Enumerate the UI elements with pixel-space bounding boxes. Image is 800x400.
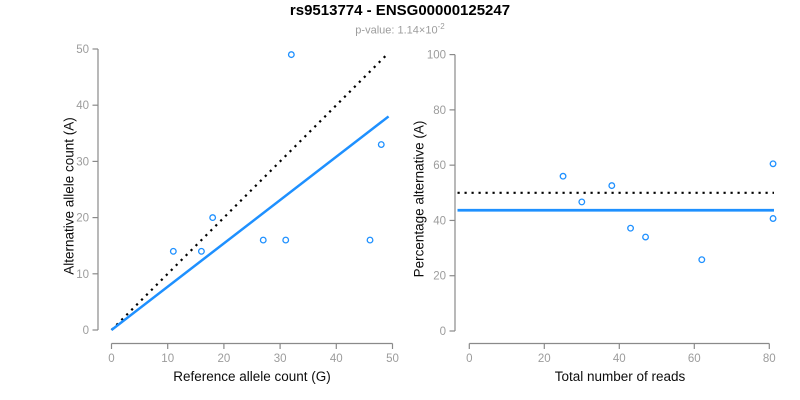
x-tick-label: 10	[161, 353, 174, 365]
y-tick-label: 100	[427, 50, 446, 62]
data-point	[642, 233, 649, 241]
data-point	[377, 141, 385, 148]
fit-line	[110, 115, 390, 331]
pvalue-exponent: -2	[437, 22, 445, 31]
x-tick-label: 0	[108, 353, 114, 365]
data-point	[698, 256, 706, 264]
y-tick-label: 10	[76, 269, 89, 281]
y-tick-label: 40	[76, 100, 89, 112]
y-tick-label: 0	[440, 326, 446, 338]
identity-line	[110, 53, 388, 331]
y-tick-label: 40	[433, 215, 446, 227]
y-tick-label: 50	[76, 44, 89, 56]
data-point	[578, 198, 586, 206]
data-point	[608, 182, 616, 190]
y-tick-label: 0	[83, 325, 89, 337]
x-tick-label: 40	[613, 353, 626, 365]
right-plot-x-axis-title: Total number of reads	[554, 369, 686, 384]
y-tick-label: 20	[433, 271, 446, 283]
y-tick-label: 20	[76, 213, 89, 225]
y-tick-label: 30	[76, 156, 89, 168]
figure-subtitle: p-value: 1.14×10-2	[0, 22, 800, 37]
figure-title: rs9513774 - ENSG00000125247	[289, 2, 511, 19]
data-point	[366, 236, 374, 244]
x-tick-label: 60	[688, 353, 701, 365]
x-tick-label: 30	[274, 353, 287, 365]
x-tick-label: 20	[218, 353, 231, 365]
x-tick-label: 20	[538, 353, 551, 365]
right-plot-y-axis-title: Percentage alternative (A)	[411, 120, 427, 278]
data-point	[169, 247, 177, 255]
y-tick-label: 80	[433, 105, 446, 117]
x-tick-label: 50	[386, 353, 399, 365]
x-tick-label: 40	[330, 353, 343, 365]
data-point	[282, 236, 290, 244]
data-point	[627, 224, 634, 232]
x-tick-label: 80	[763, 353, 776, 365]
y-tick-label: 60	[433, 160, 446, 172]
data-point	[559, 172, 567, 180]
data-point	[769, 215, 777, 222]
data-point	[769, 160, 777, 168]
pvalue-text: p-value: 1.14×10	[355, 24, 438, 37]
data-point	[259, 236, 267, 244]
left-plot-x-axis-title: Reference allele count (G)	[173, 369, 331, 384]
x-tick-label: 0	[466, 353, 472, 365]
left-plot-y-axis-title: Alternative allele count (A)	[61, 117, 77, 275]
data-point	[197, 247, 205, 255]
data-point	[209, 214, 217, 222]
data-point	[287, 51, 295, 59]
